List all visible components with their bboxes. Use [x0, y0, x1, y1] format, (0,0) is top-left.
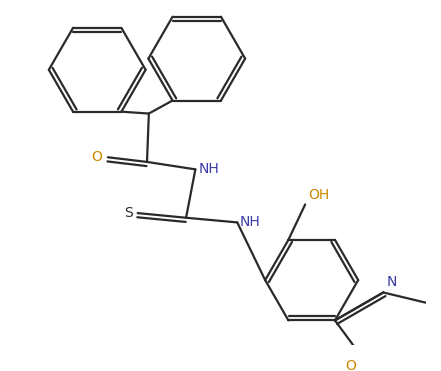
Text: O: O — [345, 359, 356, 371]
Text: OH: OH — [308, 188, 329, 202]
Text: N: N — [387, 275, 397, 289]
Text: O: O — [91, 150, 102, 164]
Text: NH: NH — [198, 162, 219, 176]
Text: NH: NH — [240, 216, 261, 229]
Text: S: S — [124, 206, 133, 220]
